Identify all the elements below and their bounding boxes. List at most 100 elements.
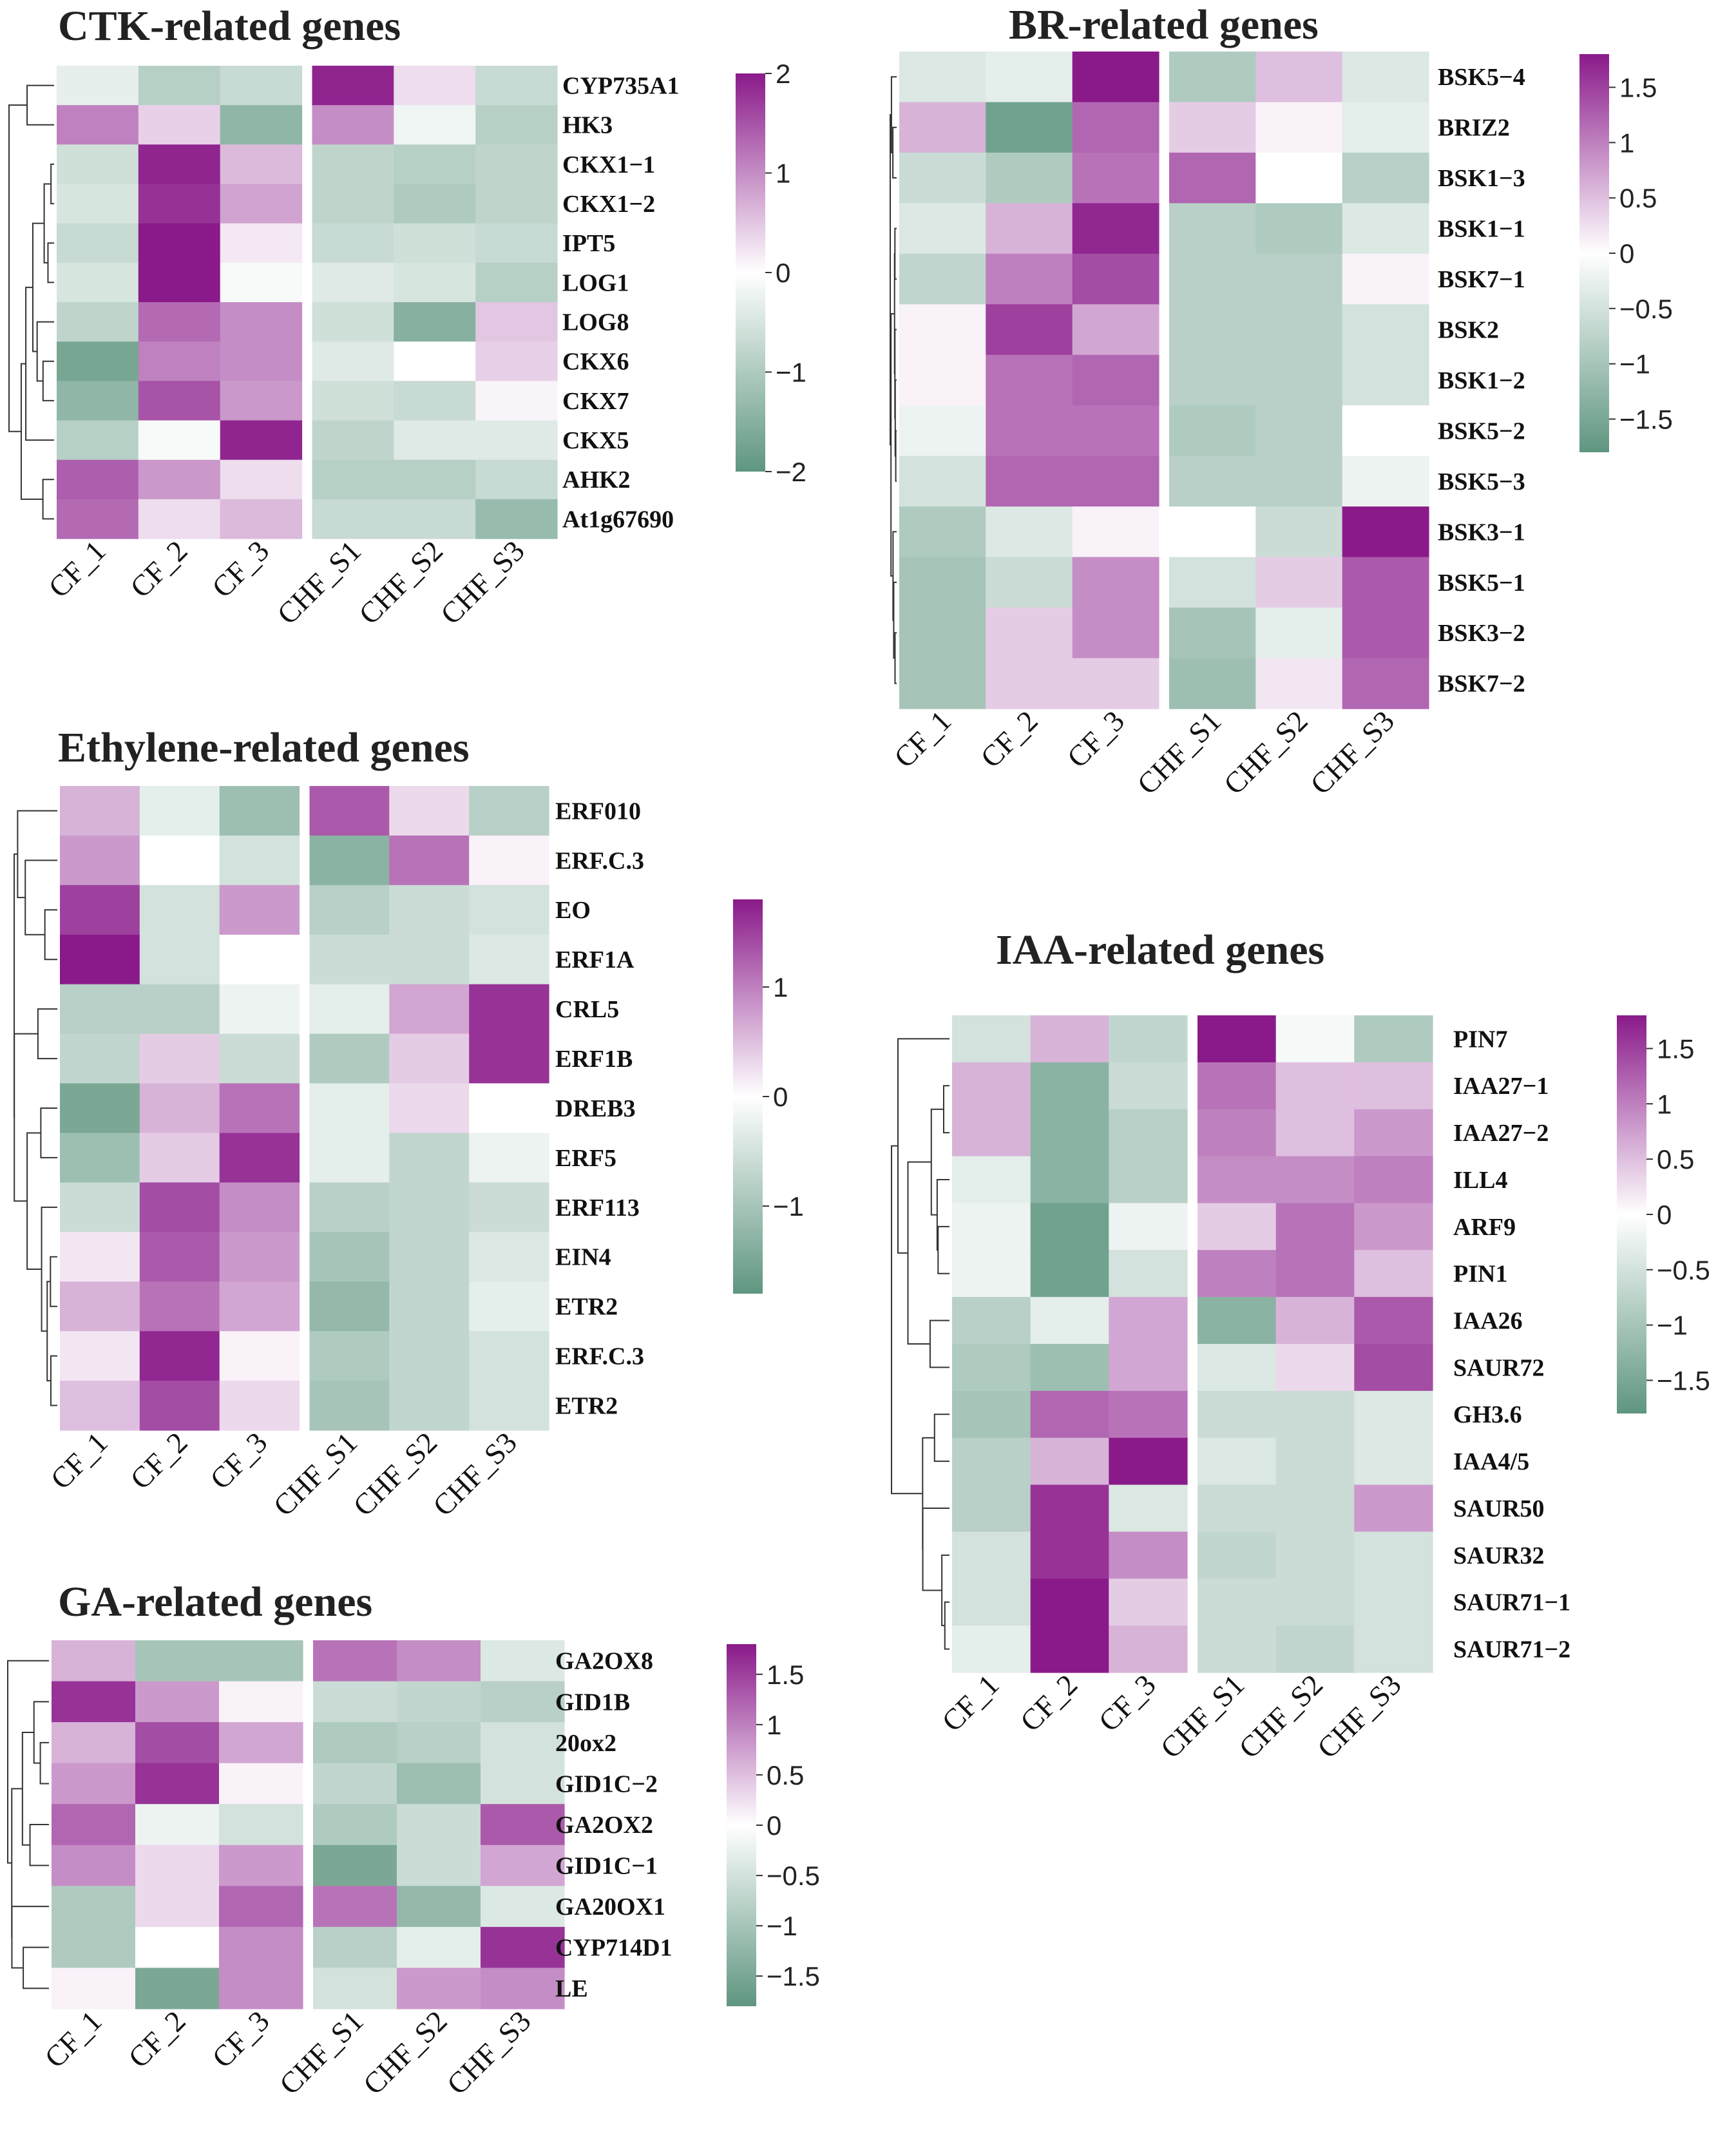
heatmap-cell [394,381,476,421]
heatmap-cell [1342,152,1429,204]
dendrogram-branch [20,363,43,500]
heatmap-cell [952,1531,1031,1579]
heatmap-cell [139,1232,220,1282]
heatmap-cell [469,1331,549,1381]
heatmap-cell [389,1381,470,1431]
heatmap-cell [1169,52,1256,103]
column-label-chf-s2: CHF_S2 [357,2004,453,2101]
heatmap-cell [1197,1297,1277,1345]
heatmap-cell [219,1763,303,1805]
heatmap-cell [1030,1578,1109,1626]
heatmap-cell [139,1281,220,1332]
gene-label-bsk3-2: BSK3−2 [1438,620,1525,647]
gene-label-gid1c-1: GID1C−1 [555,1853,658,1880]
heatmap-cell [219,786,300,836]
heatmap-cell [1030,1437,1109,1486]
heatmap-cell [1354,1297,1433,1345]
column-label-cf-3: CF_3 [1092,1668,1161,1738]
heatmap-cell [309,835,390,886]
heatmap-cell [1275,1297,1355,1345]
heatmap-cell [1275,1109,1355,1157]
heatmap-cell [475,341,558,381]
heatmap-cell [220,184,303,224]
heatmap-cell [1072,455,1159,507]
heatmap-panel-iaa: IAA-related genes PIN7 IAA27−1 IAA27−2 ILL4 A… [891,926,1710,1765]
column-label-cf-2: CF_2 [124,1426,193,1495]
column-label-cf-1: CF_1 [42,534,111,604]
heatmap-cell [138,459,221,500]
heatmap-cell [309,1331,390,1381]
heatmap-cell [1169,152,1256,204]
heatmap-cell [1169,506,1256,558]
legend-tick-label: −1.5 [1657,1366,1710,1396]
dendrogram-branch [11,1906,49,1969]
heatmap-cell [1030,1156,1109,1204]
heatmap-cell [1197,1203,1277,1251]
heatmap-cell [135,1845,220,1886]
dendrogram-branch [42,360,54,401]
heatmap-cell [389,1083,470,1133]
heatmap-cell [1109,1344,1188,1392]
gene-label-iaa27-2: IAA27−2 [1453,1120,1549,1147]
heatmap-cell [219,835,300,886]
heatmap-cell [139,1381,220,1431]
legend-tick-label: −2 [776,457,806,487]
heatmap-cell [219,1845,303,1886]
column-label-cf-2: CF_2 [122,2004,191,2074]
heatmap-cell [220,341,303,381]
heatmap-cell [312,184,394,224]
heatmap-cell [1109,1484,1188,1533]
dendrogram-branch [36,321,54,382]
column-label-cf-3: CF_3 [205,534,275,604]
heatmap-panel-br: BR-related genes BSK5−4 BRIZ2 BSK1−3 BSK1−1 B… [888,1,1673,801]
dendrogram-branch [897,1038,949,1254]
gene-label-ckx1-2: CKX1−2 [562,191,655,218]
gene-label-bsk3-1: BSK3−1 [1438,519,1525,546]
heatmap-cell [309,1381,390,1431]
column-label-chf-s2: CHF_S2 [352,534,449,631]
heatmap-cell [952,1109,1031,1157]
heatmap-cell [1354,1578,1433,1626]
column-label-chf-s2: CHF_S2 [1232,1668,1329,1765]
heatmap-cell [1169,608,1256,659]
gene-label-gh3-6: GH3.6 [1453,1401,1522,1428]
dendrogram-branch [47,242,54,283]
heatmap-cell [309,786,390,836]
heatmap-cell [1275,1625,1355,1673]
dendrogram-branch [11,1788,23,1938]
heatmap-cell [986,405,1073,457]
heatmap-cell [219,1381,300,1431]
chart-title: BR-related genes [1009,1,1319,48]
gene-label-erf-c-3: ERF.C.3 [555,847,644,874]
heatmap-cell [899,557,986,608]
heatmap-cell [394,66,476,106]
heatmap-cell [394,262,476,303]
heatmap-cell [138,262,221,303]
heatmap-cell [135,1968,220,2009]
legend-tick-label: 1.5 [1619,73,1657,103]
gene-label-pin7: PIN7 [1453,1026,1507,1053]
heatmap-cell [1169,658,1256,709]
gene-label-le: LE [555,1975,588,2002]
heatmap-cell [309,1182,390,1232]
heatmap-cell [952,1437,1031,1486]
heatmap-cell [135,1926,220,1969]
heatmap-cell [952,1390,1031,1439]
heatmap-cell [475,144,558,185]
heatmap-cell [312,262,394,303]
legend-tick-label: 1.5 [1657,1034,1694,1064]
heatmap-cell [219,1968,303,2009]
heatmap-cell [52,1845,136,1886]
heatmap-cell [481,1722,565,1764]
chart-title: Ethylene-related genes [58,724,470,771]
heatmap-cell [139,1331,220,1381]
dendrogram-branch [890,114,892,446]
gene-label-eo: EO [555,897,591,924]
heatmap-cell [135,1763,220,1805]
heatmap-cell [52,1926,136,1969]
legend-tick-label: 0 [1619,238,1634,269]
heatmap-cell [139,1133,220,1183]
heatmap-cell [481,1926,565,1969]
heatmap-cell [1109,1250,1188,1298]
heatmap-cell [1342,354,1429,406]
